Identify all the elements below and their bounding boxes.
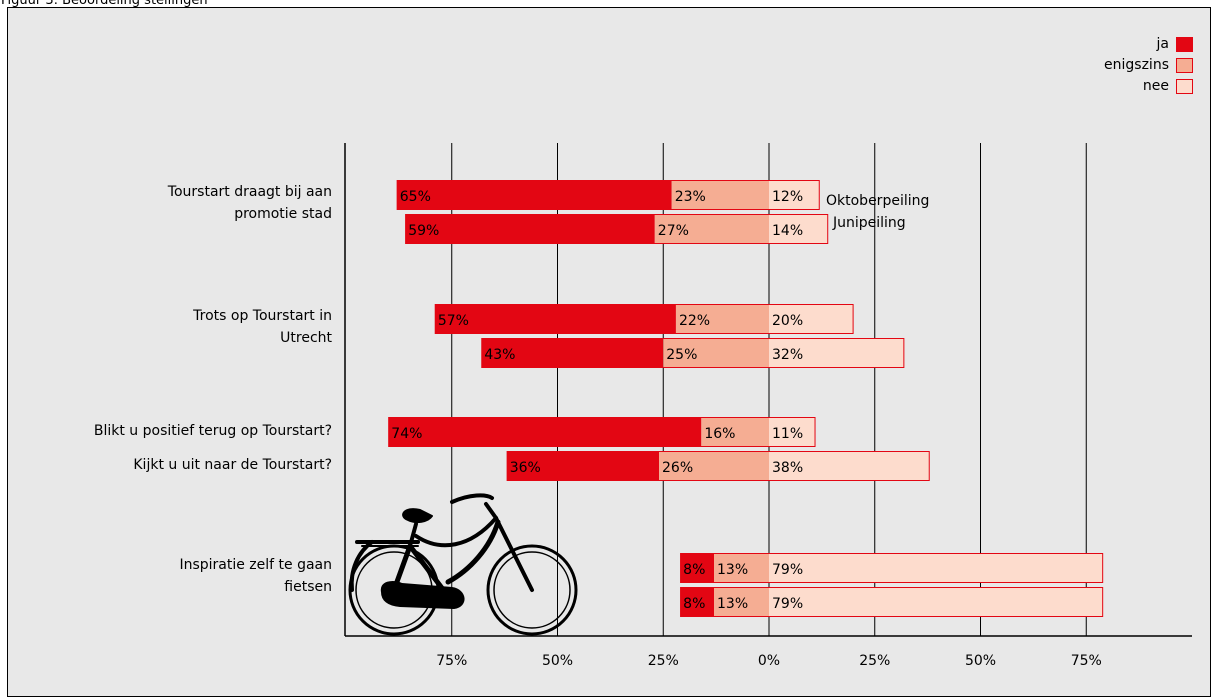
data-label-nee: 79% [772,596,803,612]
data-label-ja: 43% [484,347,515,363]
bar-enigszins [714,587,769,617]
axes [344,143,1192,637]
bar-enigszins [663,338,769,368]
category-label: Kijkt u uit naar de Tourstart? [133,457,332,473]
bar-outline [506,451,930,481]
bar-enigszins [714,553,769,583]
data-label-ja: 36% [510,460,541,476]
bar-outline [434,304,854,334]
bar-nee [769,451,930,481]
data-label-enigszins: 13% [717,562,748,578]
bar-nee [769,553,1104,583]
data-label-enigszins: 13% [717,596,748,612]
bar-ja [680,587,715,617]
bar-nee [769,338,905,368]
data-label-nee: 14% [772,223,803,239]
bar-ja [388,417,702,447]
data-label-enigszins: 26% [662,460,693,476]
category-label: Trots op Tourstart in [192,308,332,324]
bar-ja [680,553,715,583]
category-label: Inspiratie zelf te gaan [179,557,332,573]
bar-outline [680,553,1104,583]
x-tick-label: 75% [436,653,467,669]
bar-ja [405,214,655,244]
bar-enigszins [675,304,769,334]
data-label-nee: 20% [772,313,803,329]
data-label-ja: 59% [408,223,439,239]
bar-nee [769,180,820,210]
data-label-enigszins: 25% [666,347,697,363]
data-label-ja: 8% [683,562,705,578]
category-labels: Tourstart draagt bij aan promotie stad Tro… [94,184,333,595]
x-tick-label: 25% [859,653,890,669]
bar-ja [481,338,664,368]
category-label: Blikt u positief terug op Tourstart? [94,423,332,439]
legend-swatch [1176,79,1193,94]
data-label-ja: 57% [438,313,469,329]
legend-label: ja [1156,36,1169,52]
bar-enigszins [671,180,769,210]
bar-nee [769,214,829,244]
annotation-junipeiling: Junipeiling [832,215,906,231]
annotation-oktoberpeiling: Oktoberpeiling [826,193,929,209]
bicycle-icon [348,493,578,636]
data-label-ja: 74% [391,426,422,442]
x-tick-label: 25% [648,653,679,669]
legend-swatch [1176,58,1193,73]
bar-outline [481,338,905,368]
data-label-enigszins: 27% [658,223,689,239]
legend-label: nee [1143,78,1169,94]
data-label-enigszins: 22% [679,313,710,329]
figure-title: Figuur 3: Beoordeling stellingen [1,0,208,8]
bar-enigszins [701,417,769,447]
bar-ja [506,451,660,481]
x-tick-label: 75% [1071,653,1102,669]
data-label-nee: 32% [772,347,803,363]
bars: 65% 23% 12% 59% 27% 14% 57% 22% 20% 43% 25% 32% 74% 1… [388,180,1104,617]
data-label-enigszins: 23% [675,189,706,205]
x-tick-label: 0% [758,653,780,669]
category-label: promotie stad [234,206,332,222]
data-label-nee: 38% [772,460,803,476]
bar-outline [388,417,816,447]
legend-swatch [1176,37,1193,52]
bar-enigszins [659,451,769,481]
data-label-ja: 8% [683,596,705,612]
bar-nee [769,587,1104,617]
bar-outline [405,214,829,244]
bar-nee [769,304,854,334]
tick-labels: 75% 50% 25% 0% 25% 50% 75% [436,653,1102,669]
data-label-ja: 65% [400,189,431,205]
legend: ja enigszins nee [1104,36,1193,94]
bar-ja [434,304,676,334]
bar-ja [396,180,672,210]
legend-label: enigszins [1104,57,1169,73]
category-label: Utrecht [280,330,332,346]
data-label-nee: 12% [772,189,803,205]
category-label: Tourstart draagt bij aan [167,184,332,200]
x-tick-label: 50% [965,653,996,669]
data-label-enigszins: 16% [704,426,735,442]
x-tick-label: 50% [542,653,573,669]
annotations: Oktoberpeiling Junipeiling [826,193,929,231]
data-label-nee: 79% [772,562,803,578]
category-label: fietsen [284,579,332,595]
bar-outline [680,587,1104,617]
data-label-nee: 11% [772,426,803,442]
bar-nee [769,417,816,447]
bar-outline [396,180,820,210]
bar-enigszins [654,214,769,244]
